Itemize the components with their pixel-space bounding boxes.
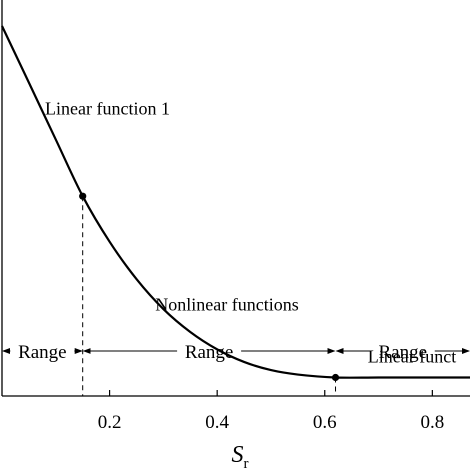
breakpoint-1: [331, 373, 340, 382]
annotation-1: Nonlinear functions: [155, 295, 298, 315]
range-label-2: Range: [378, 342, 427, 363]
range-label-0: Range: [18, 342, 67, 363]
range-label-bg-1: [177, 337, 242, 365]
range-label-bg-2: [370, 337, 435, 365]
range-label-1: Range: [185, 342, 234, 363]
annotation-0: Linear function 1: [45, 98, 170, 118]
breakpoint-0: [79, 192, 87, 200]
x-axis-label-subscript: r: [244, 456, 249, 472]
x-axis-label-main: S: [232, 442, 244, 468]
annotation-2: Linear funct: [368, 346, 456, 366]
series-line: [1, 25, 470, 379]
x-tick-label-2: 0.6: [313, 412, 337, 433]
x-tick-label-1: 0.4: [205, 412, 229, 433]
x-tick-label-0: 0.2: [98, 412, 122, 433]
x-tick-label-3: 0.8: [420, 412, 444, 433]
range-label-bg-0: [10, 337, 75, 365]
x-axis-label: Sr: [232, 442, 249, 472]
